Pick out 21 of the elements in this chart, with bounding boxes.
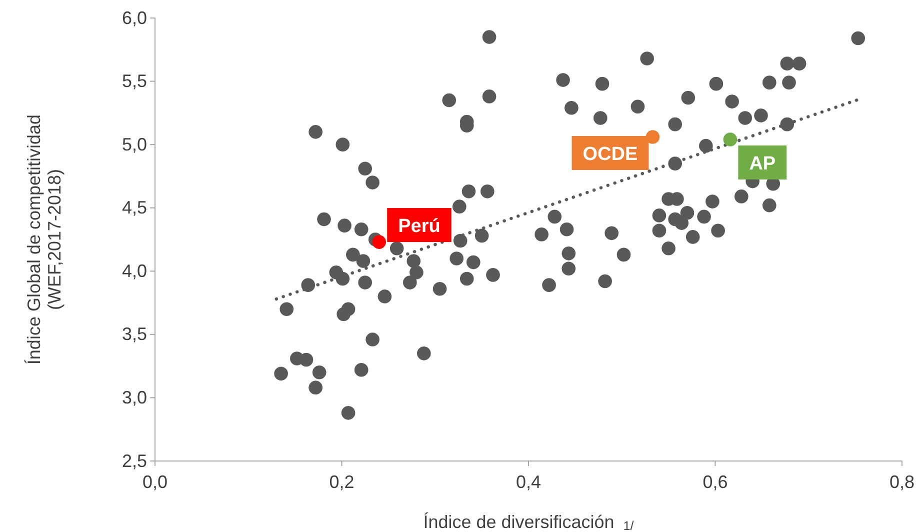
y-axis-title: Índice Global de competitividad (WEF,2017-2018) [24, 114, 65, 365]
series-label: OCDE [582, 144, 638, 165]
y-tick-label: 2,5 [122, 450, 147, 471]
point [723, 132, 738, 146]
x-axis-title: Índice de diversificación $_{1/}$ [423, 512, 634, 532]
series-label: Perú [398, 216, 440, 238]
x-tick-label: 0,2 [329, 472, 354, 492]
y-tick-label: 6,0 [122, 8, 147, 28]
y-tick-label: 3,5 [122, 324, 147, 344]
x-tick-label: 0,6 [702, 472, 728, 492]
x-tick-label: 0,8 [889, 472, 915, 492]
point [646, 130, 660, 144]
y-tick-label: 3,0 [122, 387, 147, 408]
x-tick-label: 0,0 [142, 472, 168, 492]
point [372, 235, 386, 249]
y-tick-label: 4,0 [122, 260, 147, 281]
x-tick-label: 0,4 [516, 472, 542, 492]
y-tick-label: 5,5 [122, 71, 147, 92]
y-tick-label: 5,0 [122, 134, 147, 154]
series-label: AP [749, 154, 776, 175]
y-tick-label: 4,5 [122, 198, 147, 218]
